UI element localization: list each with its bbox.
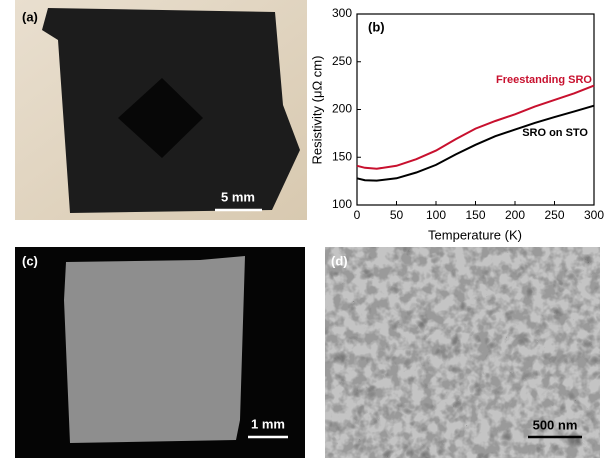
series-annotation: Freestanding SRO xyxy=(496,74,592,86)
y-tick-label: 100 xyxy=(332,197,352,211)
panel-label: (c) xyxy=(22,253,38,268)
texture xyxy=(325,247,600,458)
x-tick-label: 50 xyxy=(390,208,404,222)
y-tick-label: 200 xyxy=(332,102,352,116)
x-axis-label: Temperature (K) xyxy=(428,227,522,242)
plot-frame xyxy=(356,13,595,206)
substrate-region xyxy=(118,78,203,158)
scale-label: 500 nm xyxy=(533,417,578,432)
y-tick-label: 150 xyxy=(332,149,352,163)
scale-label: 1 mm xyxy=(251,416,285,431)
x-tick-label: 150 xyxy=(465,208,485,222)
x-tick-label: 200 xyxy=(505,208,525,222)
series-annotation: SRO on STO xyxy=(522,127,588,139)
chart: (b) Temperature (K) Resistivity (μΩ cm) … xyxy=(309,6,604,242)
scale-label: 5 mm xyxy=(221,189,255,204)
y-tick-label: 250 xyxy=(332,54,352,68)
x-tick-label: 0 xyxy=(354,208,361,222)
panel-a: (a) 5 mm xyxy=(15,0,307,220)
panel-c: (c) 1 mm xyxy=(15,247,305,458)
series-line xyxy=(356,84,595,170)
series-line xyxy=(356,104,595,182)
panel-label: (b) xyxy=(368,19,385,34)
panel-label: (d) xyxy=(331,253,348,268)
y-tick-label: 300 xyxy=(332,6,352,20)
sample xyxy=(64,256,245,443)
x-tick-label: 250 xyxy=(544,208,564,222)
x-tick-label: 300 xyxy=(584,208,604,222)
x-tick-label: 100 xyxy=(426,208,446,222)
panel-label: (a) xyxy=(22,9,38,24)
y-axis-label: Resistivity (μΩ cm) xyxy=(309,56,324,165)
panel-d: (d) 500 nm xyxy=(325,247,600,458)
